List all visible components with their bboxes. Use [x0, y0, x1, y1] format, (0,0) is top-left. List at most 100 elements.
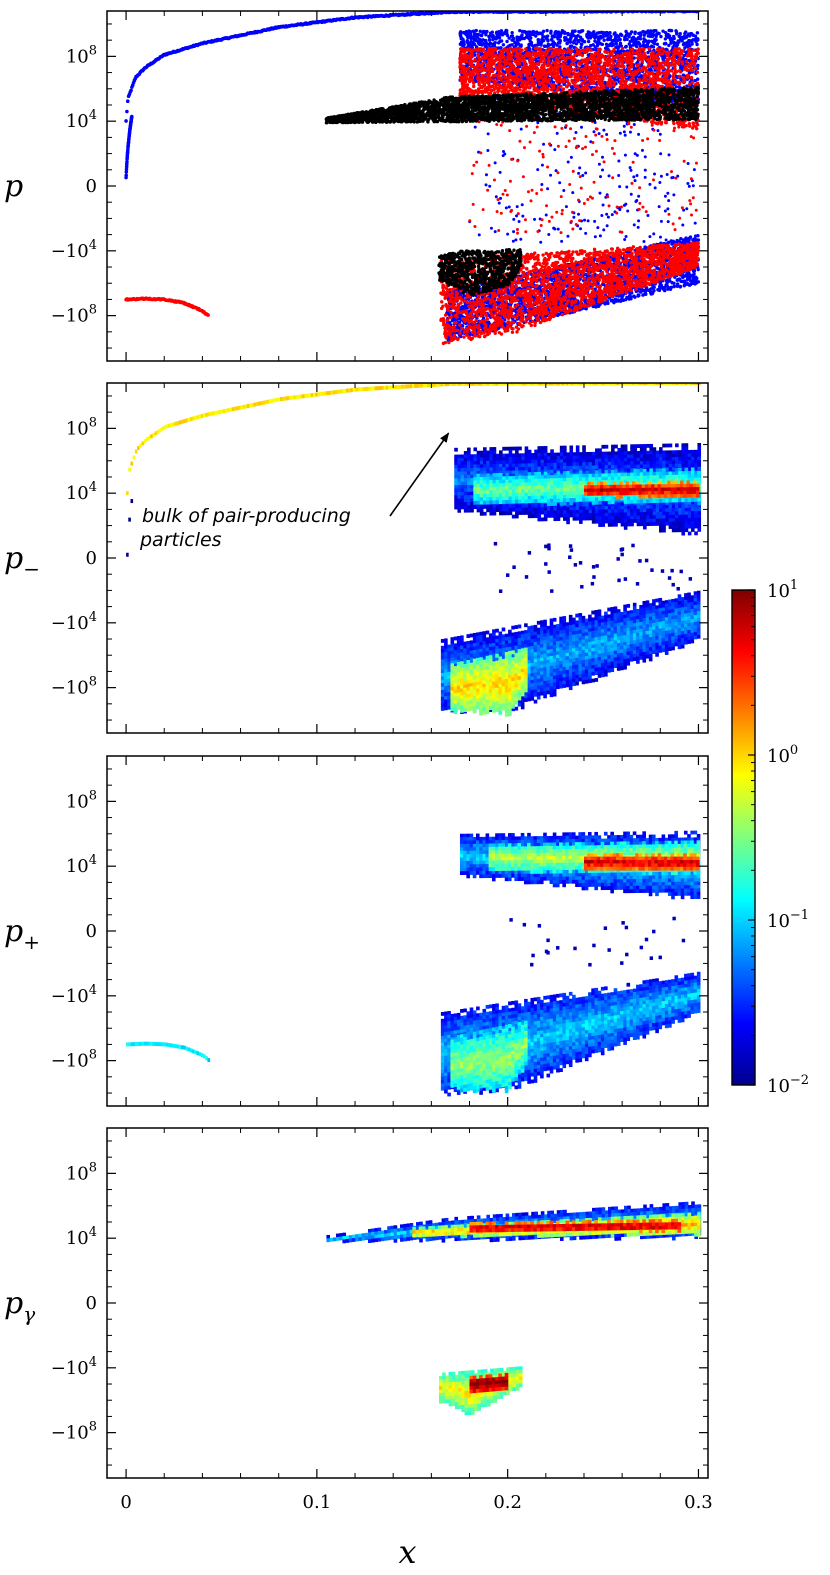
point: [661, 57, 665, 61]
point: [587, 32, 591, 36]
point: [460, 43, 464, 47]
point: [681, 274, 686, 279]
point: [614, 42, 619, 46]
point: [614, 299, 618, 303]
point: [560, 30, 564, 35]
point: [464, 31, 469, 36]
point: [656, 288, 660, 292]
point: [544, 35, 549, 39]
point: [693, 276, 697, 280]
point: [520, 29, 525, 34]
point: [527, 36, 531, 41]
point: [518, 28, 522, 33]
point: [595, 40, 599, 44]
point: [513, 40, 517, 45]
point: [602, 38, 606, 42]
point: [633, 295, 637, 299]
point: [565, 38, 570, 42]
point: [522, 36, 527, 41]
point: [634, 43, 638, 47]
point: [492, 42, 496, 47]
point: [511, 36, 516, 41]
point: [676, 39, 680, 43]
point: [496, 32, 500, 36]
point: [579, 42, 584, 47]
point: [601, 32, 606, 36]
point: [594, 35, 598, 39]
point: [468, 30, 473, 34]
point: [683, 31, 687, 36]
point: [631, 39, 636, 43]
point: [643, 290, 647, 294]
point: [485, 29, 489, 34]
point: [569, 35, 573, 39]
point: [656, 266, 660, 271]
point: [690, 41, 694, 45]
point: [691, 273, 696, 277]
point: [578, 30, 583, 34]
point: [527, 45, 531, 50]
point: [683, 46, 687, 50]
point: [695, 31, 700, 35]
point: [596, 304, 601, 308]
point: [491, 37, 495, 42]
point: [663, 288, 667, 293]
point: [617, 35, 621, 39]
point: [687, 34, 692, 38]
point: [688, 274, 692, 278]
point: [684, 237, 689, 241]
point: [659, 283, 663, 287]
point: [570, 29, 575, 33]
point: [494, 37, 498, 41]
point: [519, 43, 523, 47]
point: [633, 31, 637, 36]
point: [124, 173, 129, 178]
point: [499, 39, 504, 43]
point: [485, 301, 489, 305]
point: [672, 284, 676, 289]
point: [462, 40, 466, 44]
point: [546, 42, 551, 47]
point: [694, 281, 698, 285]
point: [612, 32, 616, 36]
point: [124, 119, 128, 123]
point: [549, 31, 553, 35]
point: [663, 42, 668, 46]
point: [648, 33, 652, 37]
point: [130, 114, 134, 119]
point: [613, 37, 618, 41]
point: [533, 43, 538, 48]
point: [535, 31, 539, 35]
point: [482, 41, 486, 46]
point: [537, 40, 541, 44]
point: [477, 41, 481, 46]
point: [595, 31, 600, 35]
point: [629, 44, 633, 48]
point: [550, 38, 554, 42]
point: [627, 34, 631, 39]
point: [615, 51, 619, 55]
point: [678, 284, 683, 289]
point: [601, 35, 605, 39]
point: [654, 28, 658, 33]
point: [600, 42, 605, 47]
point: [625, 37, 629, 42]
point: [580, 38, 584, 43]
point: [125, 109, 129, 114]
point: [656, 31, 660, 36]
point: [579, 45, 583, 50]
point: [125, 99, 130, 104]
point: [641, 30, 646, 34]
point: [679, 35, 683, 39]
point: [695, 42, 699, 47]
point: [666, 240, 671, 245]
point: [605, 44, 609, 48]
point: [597, 37, 601, 42]
point: [679, 237, 683, 241]
point: [470, 36, 475, 40]
point: [573, 37, 578, 42]
point: [625, 295, 629, 300]
point: [668, 279, 672, 283]
point: [688, 282, 693, 287]
point: [468, 43, 473, 47]
